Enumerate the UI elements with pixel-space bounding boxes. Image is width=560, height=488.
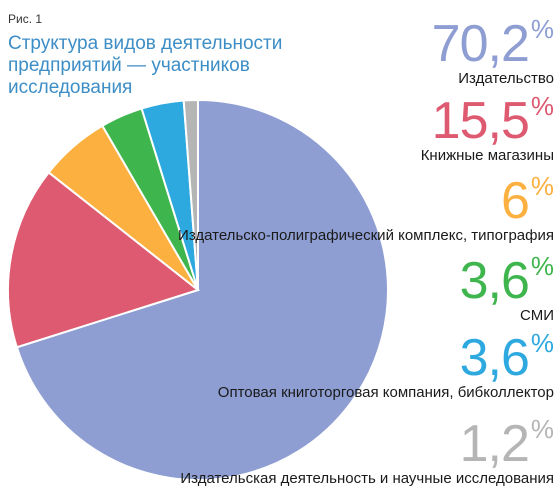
legend-percentage: 3,6% xyxy=(459,329,554,387)
percent-sign: % xyxy=(530,171,554,201)
legend-label: Издательская деятельность и научные иссл… xyxy=(180,470,554,487)
legend-percentage: 70,2% xyxy=(431,15,554,73)
legend-item: 15,5% Книжные магазины xyxy=(420,92,554,165)
legend-value: 1,2 xyxy=(459,415,530,473)
percent-sign: % xyxy=(530,251,554,281)
legend-value: 70,2 xyxy=(431,15,530,73)
chart-title: Структура видов деятельности предприятий… xyxy=(8,33,283,98)
pie-slice-1 xyxy=(15,98,389,481)
legend-percentage: 15,5% xyxy=(431,92,554,150)
legend-item: 3,6% Оптовая книготорговая компания, бибк… xyxy=(217,329,554,402)
percent-sign: % xyxy=(530,414,554,444)
legend-item: 3,6% СМИ xyxy=(459,252,554,325)
legend-label: Книжные магазины xyxy=(420,147,554,164)
legend-value: 3,6 xyxy=(459,252,530,310)
pie-slice-2 xyxy=(7,171,201,349)
legend-value: 3,6 xyxy=(459,329,530,387)
legend-value: 15,5 xyxy=(431,92,530,150)
legend-item: 1,2% Издательская деятельность и научные … xyxy=(180,415,554,488)
percent-sign: % xyxy=(530,91,554,121)
figure-label: Рис. 1 xyxy=(8,12,43,26)
legend-percentage: 1,2% xyxy=(459,415,554,473)
legend-percentage: 6% xyxy=(500,172,554,230)
legend-label: Издательско-полиграфический комплекс, ти… xyxy=(178,227,554,244)
legend-value: 6 xyxy=(500,172,530,230)
legend-percentage: 3,6% xyxy=(459,252,554,310)
pie-slice-6 xyxy=(182,98,199,291)
legend-label: Оптовая книготорговая компания, бибколле… xyxy=(217,384,554,401)
legend-item: 6% Издательско-полиграфический комплекс, … xyxy=(178,172,554,245)
legend-item: 70,2% Издательство xyxy=(431,15,554,88)
percent-sign: % xyxy=(530,328,554,358)
percent-sign: % xyxy=(530,14,554,44)
legend-label: Издательство xyxy=(458,70,554,87)
legend-label: СМИ xyxy=(520,307,554,324)
